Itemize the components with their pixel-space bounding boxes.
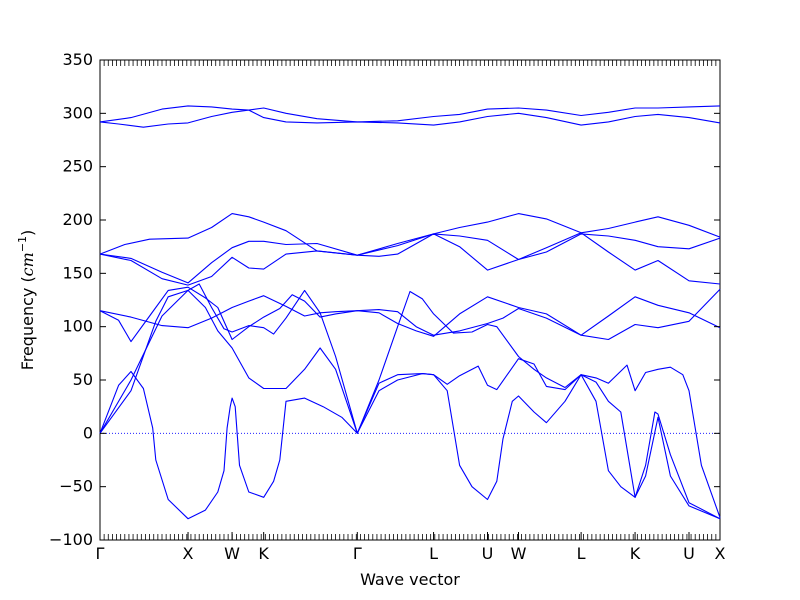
y-axis-label: Frequency (cm−1) (16, 230, 37, 371)
y-axis: −100 −50 0 50 100 150 200 250 300 350 (49, 50, 720, 549)
y-axis-label-close: ) (18, 230, 37, 236)
series-line-11 (356, 373, 721, 520)
y-axis-label-text: Frequency ( (18, 276, 37, 370)
y-tick-label: 150 (62, 263, 93, 282)
y-tick-label: 50 (73, 370, 93, 389)
y-tick-label: −50 (59, 477, 93, 496)
series-line-9 (99, 289, 721, 518)
y-tick-label: 350 (62, 50, 93, 69)
y-tick-label: 250 (62, 157, 93, 176)
series-line-5 (99, 232, 721, 286)
x-tick-label-4: K (258, 544, 269, 563)
x-tick-label-12: X (715, 544, 726, 563)
x-tick-label-9: L (577, 544, 586, 563)
series-line-4 (99, 233, 721, 284)
series-line-7 (99, 295, 721, 337)
x-tick-label-3: W (224, 544, 240, 563)
series-line-1 (99, 105, 721, 128)
series-layer (99, 105, 721, 520)
x-tick-label-7: U (482, 544, 494, 563)
x-tick-label-1: Γ (96, 544, 105, 563)
y-tick-label: 300 (62, 103, 93, 122)
y-axis-label-math: cm (18, 252, 37, 276)
x-tick-label-10: K (630, 544, 641, 563)
x-tick-label-2: X (183, 544, 194, 563)
x-axis-label: Wave vector (360, 570, 460, 589)
x-tick-label-6: L (429, 544, 438, 563)
y-tick-label: 0 (83, 423, 93, 442)
series-line-8 (99, 370, 358, 520)
x-tick-label-11: U (683, 544, 695, 563)
y-tick-label: −100 (49, 530, 93, 549)
series-line-10 (99, 283, 721, 520)
x-tick-label-8: W (511, 544, 527, 563)
x-tick-label-5: Γ (353, 544, 362, 563)
series-line-3 (99, 213, 721, 256)
y-axis-label-math-sup: −1 (16, 236, 29, 252)
y-tick-label: 200 (62, 210, 93, 229)
y-tick-label: 100 (62, 317, 93, 336)
series-line-2 (99, 105, 721, 126)
